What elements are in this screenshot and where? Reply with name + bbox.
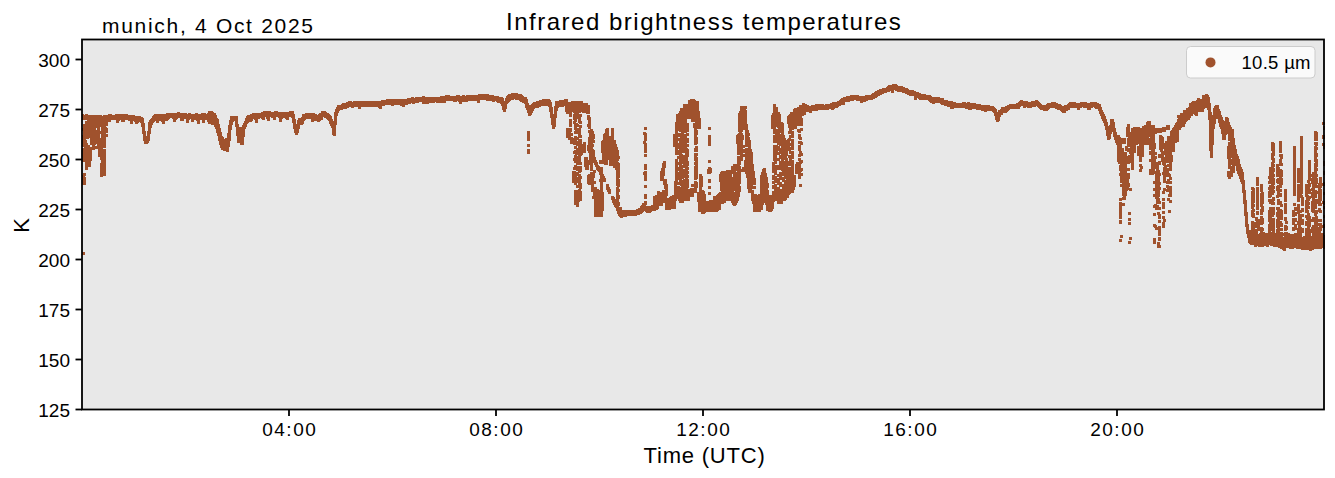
svg-text:Infrared brightness temperatur: Infrared brightness temperatures bbox=[506, 8, 902, 35]
svg-text:200: 200 bbox=[38, 250, 70, 271]
svg-text:175: 175 bbox=[38, 300, 70, 321]
svg-text:08:00: 08:00 bbox=[469, 419, 524, 440]
svg-text:K: K bbox=[9, 218, 34, 233]
svg-text:12:00: 12:00 bbox=[676, 419, 731, 440]
svg-text:munich, 4 Oct 2025: munich, 4 Oct 2025 bbox=[102, 14, 315, 37]
svg-text:Time (UTC): Time (UTC) bbox=[644, 443, 766, 468]
svg-text:16:00: 16:00 bbox=[883, 419, 938, 440]
svg-text:275: 275 bbox=[38, 100, 70, 121]
svg-text:150: 150 bbox=[38, 350, 70, 371]
svg-text:300: 300 bbox=[38, 50, 70, 71]
svg-text:04:00: 04:00 bbox=[262, 419, 317, 440]
svg-text:20:00: 20:00 bbox=[1090, 419, 1145, 440]
svg-text:225: 225 bbox=[38, 200, 70, 221]
svg-text:10.5 µm: 10.5 µm bbox=[1242, 52, 1311, 73]
svg-text:250: 250 bbox=[38, 150, 70, 171]
svg-text:125: 125 bbox=[38, 400, 70, 421]
